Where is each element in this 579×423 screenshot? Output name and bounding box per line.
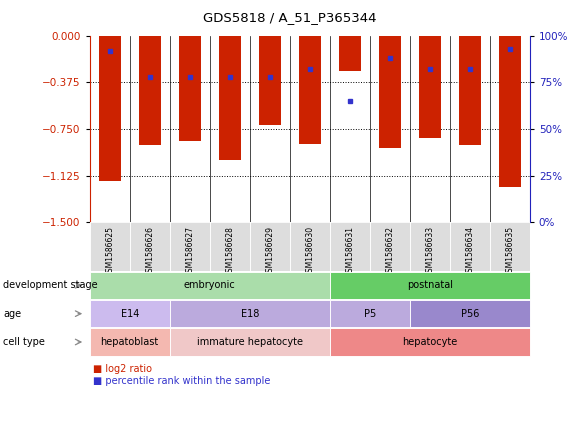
Bar (370, 222, 410, 271)
Text: postnatal: postnatal (407, 280, 453, 290)
Bar (99, 36, 121, 181)
Bar (339, 36, 361, 71)
Bar (90, 222, 130, 271)
Bar (259, 36, 281, 125)
Bar (179, 36, 201, 141)
Text: development stage: development stage (3, 280, 97, 290)
Text: GSM1586632: GSM1586632 (385, 226, 394, 277)
Text: GSM1586631: GSM1586631 (345, 226, 354, 277)
Text: GSM1586633: GSM1586633 (426, 226, 434, 277)
Text: GSM1586629: GSM1586629 (265, 226, 274, 277)
Bar (490, 222, 530, 271)
Text: ■ percentile rank within the sample: ■ percentile rank within the sample (93, 376, 270, 386)
Text: P5: P5 (364, 309, 376, 319)
Text: GSM1586630: GSM1586630 (305, 226, 314, 277)
Bar (219, 36, 241, 160)
Bar (250, 222, 290, 271)
Text: immature hepatocyte: immature hepatocyte (197, 337, 303, 347)
Text: ■ log2 ratio: ■ log2 ratio (93, 364, 152, 374)
Text: age: age (3, 309, 21, 319)
Text: GSM1586634: GSM1586634 (466, 226, 474, 277)
Bar (410, 222, 450, 271)
Text: GSM1586627: GSM1586627 (185, 226, 194, 277)
Bar (210, 222, 250, 271)
Text: hepatoblast: hepatoblast (101, 337, 159, 347)
Bar (379, 36, 401, 148)
Bar (299, 36, 321, 144)
Text: hepatocyte: hepatocyte (402, 337, 457, 347)
Text: GSM1586628: GSM1586628 (225, 226, 234, 277)
Bar (139, 36, 161, 145)
Bar (450, 222, 490, 271)
Bar (290, 222, 330, 271)
Text: GSM1586626: GSM1586626 (145, 226, 154, 277)
Text: E14: E14 (120, 309, 139, 319)
Text: cell type: cell type (3, 337, 45, 347)
Text: embryonic: embryonic (184, 280, 236, 290)
Bar (170, 222, 210, 271)
Bar (499, 36, 521, 187)
Bar (419, 36, 441, 138)
Bar (130, 222, 170, 271)
Text: E18: E18 (240, 309, 259, 319)
Bar (459, 36, 481, 145)
Text: P56: P56 (460, 309, 479, 319)
Text: GSM1586625: GSM1586625 (105, 226, 114, 277)
Bar (330, 222, 370, 271)
Text: GDS5818 / A_51_P365344: GDS5818 / A_51_P365344 (203, 11, 376, 24)
Text: GSM1586635: GSM1586635 (505, 226, 514, 277)
